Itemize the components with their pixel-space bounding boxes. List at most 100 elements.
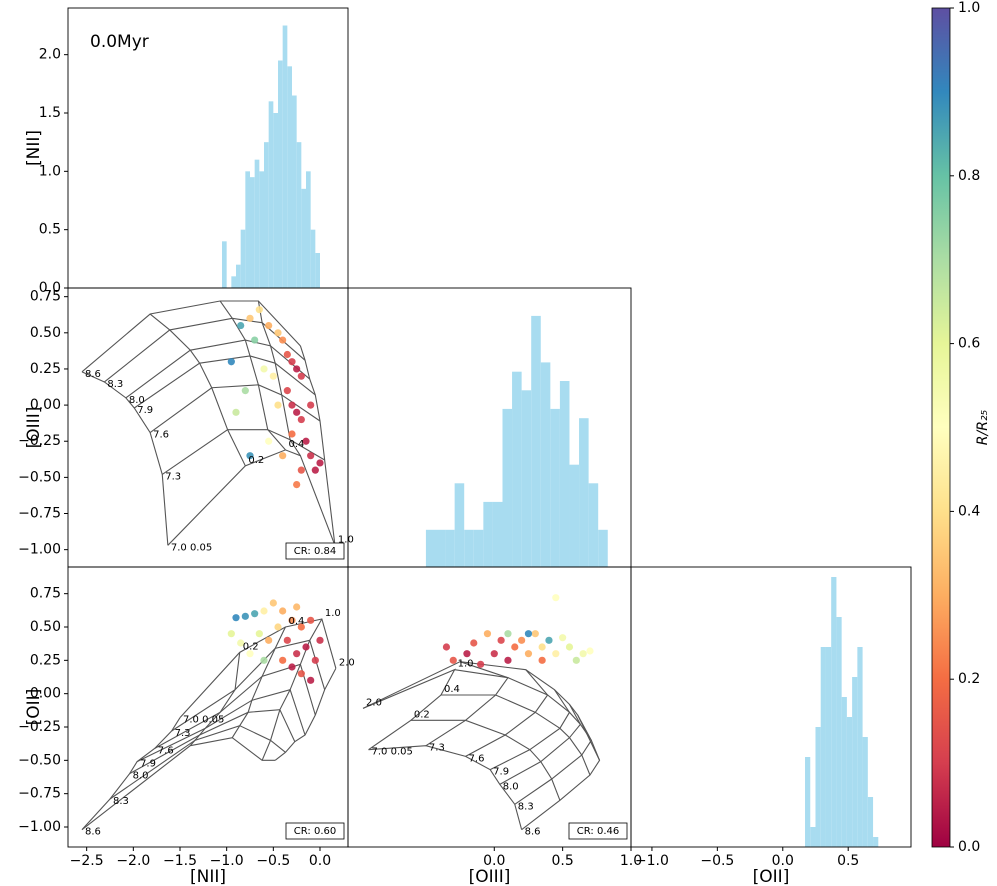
data-point xyxy=(538,643,546,651)
y-tick-label: −0.75 xyxy=(18,506,61,522)
data-point xyxy=(288,663,296,671)
colorbar-tick-label: 0.6 xyxy=(958,336,980,352)
data-point xyxy=(288,358,296,366)
data-point xyxy=(265,437,273,445)
model-ionization-line xyxy=(219,300,286,451)
model-row-label: 7.3 xyxy=(165,471,181,482)
model-row-label: 7.0 0.05 xyxy=(183,715,224,726)
hist-bar xyxy=(287,66,292,288)
hist-bar xyxy=(841,697,847,847)
hist-bar xyxy=(502,408,513,567)
model-row-label: 8.3 xyxy=(518,801,534,812)
hist-bar xyxy=(867,797,874,847)
x-axis-label: [OIII] xyxy=(469,867,511,886)
hist-bar xyxy=(846,717,853,847)
data-point xyxy=(274,623,282,631)
data-point xyxy=(293,365,301,373)
data-point xyxy=(293,603,301,611)
hist-bar xyxy=(425,529,436,567)
y-tick-label: −0.50 xyxy=(18,469,61,485)
x-tick-label: −2.0 xyxy=(116,853,150,869)
data-point xyxy=(449,656,457,664)
model-col-label: 0.2 xyxy=(414,709,430,720)
x-tick-label: 0.5 xyxy=(552,853,574,869)
data-point xyxy=(237,321,245,330)
y-tick-label: 0.0 xyxy=(39,280,61,296)
hist-bar xyxy=(862,737,868,847)
hist-bar xyxy=(264,142,269,288)
model-col-label: 2.0 xyxy=(339,657,355,668)
data-point xyxy=(311,656,319,664)
y-tick-label: −0.25 xyxy=(18,433,61,449)
model-ionization-line xyxy=(454,669,601,761)
data-point xyxy=(251,336,259,344)
hist-bar xyxy=(550,408,560,567)
data-point xyxy=(288,430,296,438)
data-point xyxy=(524,630,533,638)
data-point xyxy=(586,647,594,655)
hist-bar xyxy=(236,264,241,288)
colorbar-tick-label: 0.0 xyxy=(958,839,980,855)
data-point xyxy=(463,650,471,658)
y-axis-label: [OII] xyxy=(24,689,44,726)
hist-bar xyxy=(273,113,278,288)
data-point xyxy=(316,459,324,467)
model-row-label: 7.6 xyxy=(469,753,485,764)
model-row-label: 8.6 xyxy=(85,369,101,380)
data-point xyxy=(260,365,268,373)
data-point xyxy=(293,481,301,489)
data-point xyxy=(227,630,235,638)
model-row-label: 7.9 xyxy=(137,405,153,416)
y-tick-label: 1.5 xyxy=(39,105,61,121)
hist-bar xyxy=(435,529,446,567)
model-ionization-line xyxy=(81,371,169,546)
y-tick-label: −0.75 xyxy=(18,786,61,802)
hist-bar xyxy=(245,171,250,288)
data-point xyxy=(504,630,512,638)
data-point xyxy=(260,607,268,615)
data-point xyxy=(504,656,512,664)
data-point xyxy=(232,408,240,416)
hist-bar xyxy=(282,25,288,288)
axes-frame xyxy=(630,566,912,848)
data-point xyxy=(246,650,254,658)
hist-bar xyxy=(598,529,608,567)
data-point xyxy=(255,630,263,638)
hist-bar xyxy=(569,464,580,567)
y-tick-label: 0.5 xyxy=(39,222,61,238)
x-axis-label: [OII] xyxy=(753,867,790,886)
data-point xyxy=(279,336,287,344)
x-tick-label: −2.5 xyxy=(70,853,104,869)
x-tick-label: −1.5 xyxy=(163,853,197,869)
data-point xyxy=(255,306,263,314)
model-row-label: 8.0 xyxy=(503,781,519,792)
x-tick-label: 1.0 xyxy=(620,853,642,869)
model-row-label: 7.3 xyxy=(175,728,191,739)
model-ionization-line xyxy=(231,626,286,738)
data-point xyxy=(293,408,301,416)
data-point xyxy=(288,616,296,624)
hist-bar xyxy=(805,757,811,847)
data-point xyxy=(237,639,245,647)
data-point xyxy=(470,639,478,647)
data-point xyxy=(307,452,315,460)
hist-bar xyxy=(464,529,474,567)
data-point xyxy=(232,614,240,622)
hist-bar xyxy=(579,418,589,567)
model-ionization-line xyxy=(299,345,336,546)
x-tick-label: −0.5 xyxy=(256,853,290,869)
data-point xyxy=(288,401,296,409)
x-tick-label: −1.0 xyxy=(635,853,669,869)
annotation: CR: 0.46 xyxy=(577,826,619,837)
data-point xyxy=(274,329,282,337)
hist-bar xyxy=(815,727,821,847)
colorbar-tick-label: 0.4 xyxy=(958,503,980,519)
hist-bar xyxy=(296,142,302,288)
hist-bar xyxy=(222,241,227,288)
hist-bar xyxy=(492,501,503,567)
hist-bar xyxy=(473,529,484,567)
data-point xyxy=(227,358,235,366)
model-row-label: 8.0 xyxy=(133,771,149,782)
data-point xyxy=(297,623,305,631)
plot-area xyxy=(222,25,320,288)
